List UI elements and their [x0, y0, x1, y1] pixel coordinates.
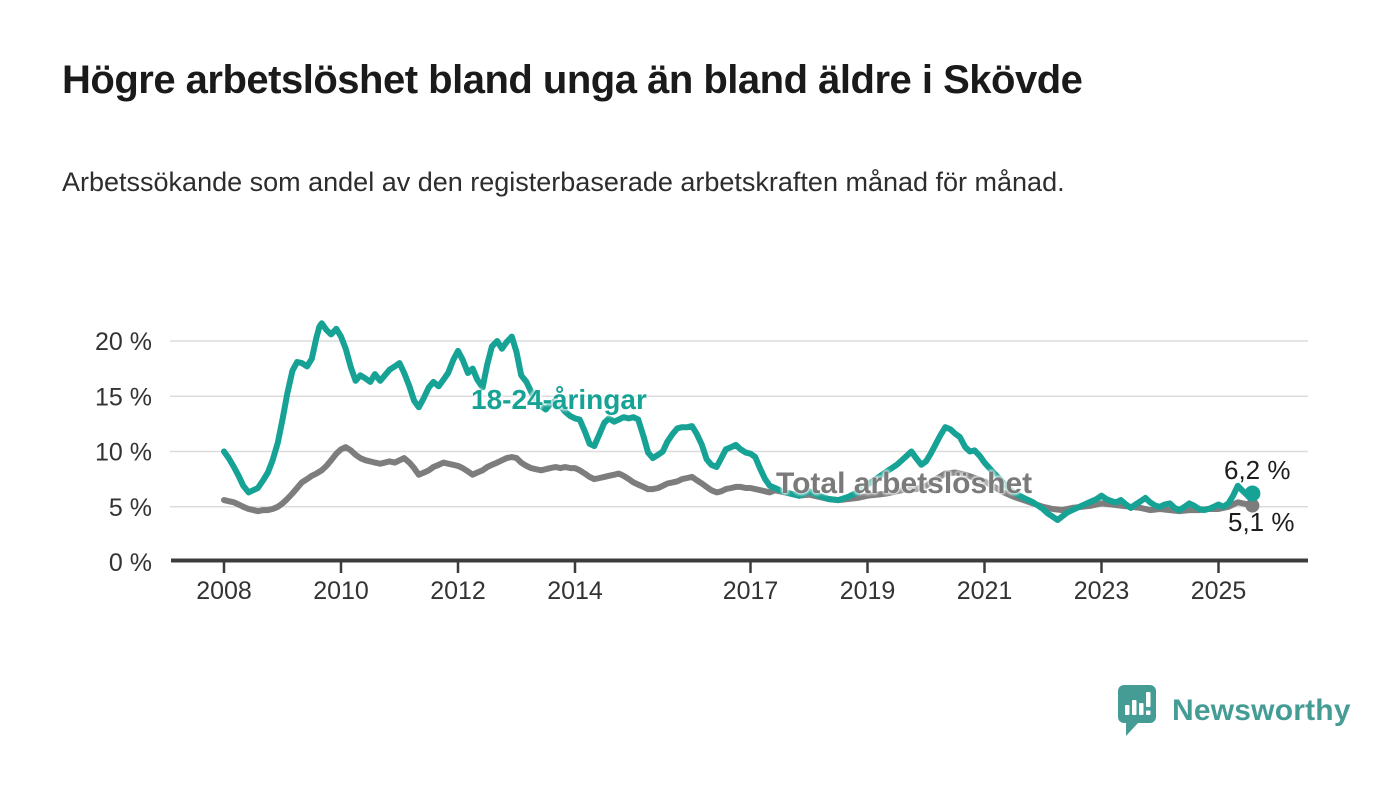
end-value-18-24: 6,2 % — [1224, 455, 1291, 485]
x-tick-label: 2012 — [430, 577, 486, 605]
newsworthy-icon — [1118, 685, 1156, 736]
series-line-total — [221, 444, 1256, 515]
x-tick-label: 2025 — [1191, 577, 1247, 605]
series-endpoint-dot — [1244, 485, 1261, 502]
newsworthy-logo: Newsworthy — [1117, 684, 1351, 738]
y-tick-label: 10 % — [95, 439, 152, 467]
series-label-total: Total arbetslöshet — [776, 467, 1033, 500]
end-value-total: 5,1 % — [1228, 507, 1295, 537]
newsworthy-wordmark: Newsworthy — [1172, 694, 1351, 727]
y-tick-label: 15 % — [95, 383, 152, 411]
x-tick-label: 2021 — [957, 577, 1013, 605]
y-tick-label: 0 % — [109, 549, 152, 577]
chart-subtitle: Arbetssökande som andel av den registerb… — [62, 167, 1065, 197]
x-tick-label: 2010 — [313, 577, 369, 605]
page-title: Högre arbetslöshet bland unga än bland ä… — [62, 58, 1083, 102]
x-tick-label: 2023 — [1074, 577, 1130, 605]
x-tick-label: 2008 — [196, 577, 252, 605]
y-tick-label: 20 % — [95, 328, 152, 356]
series-line-18-24 — [221, 320, 1256, 523]
x-tick-label: 2017 — [723, 577, 779, 605]
x-tick-label: 2014 — [547, 577, 603, 605]
y-tick-label: 5 % — [109, 494, 152, 522]
x-tick-label: 2019 — [840, 577, 896, 605]
series-label-18-24: 18-24-åringar — [471, 384, 647, 415]
